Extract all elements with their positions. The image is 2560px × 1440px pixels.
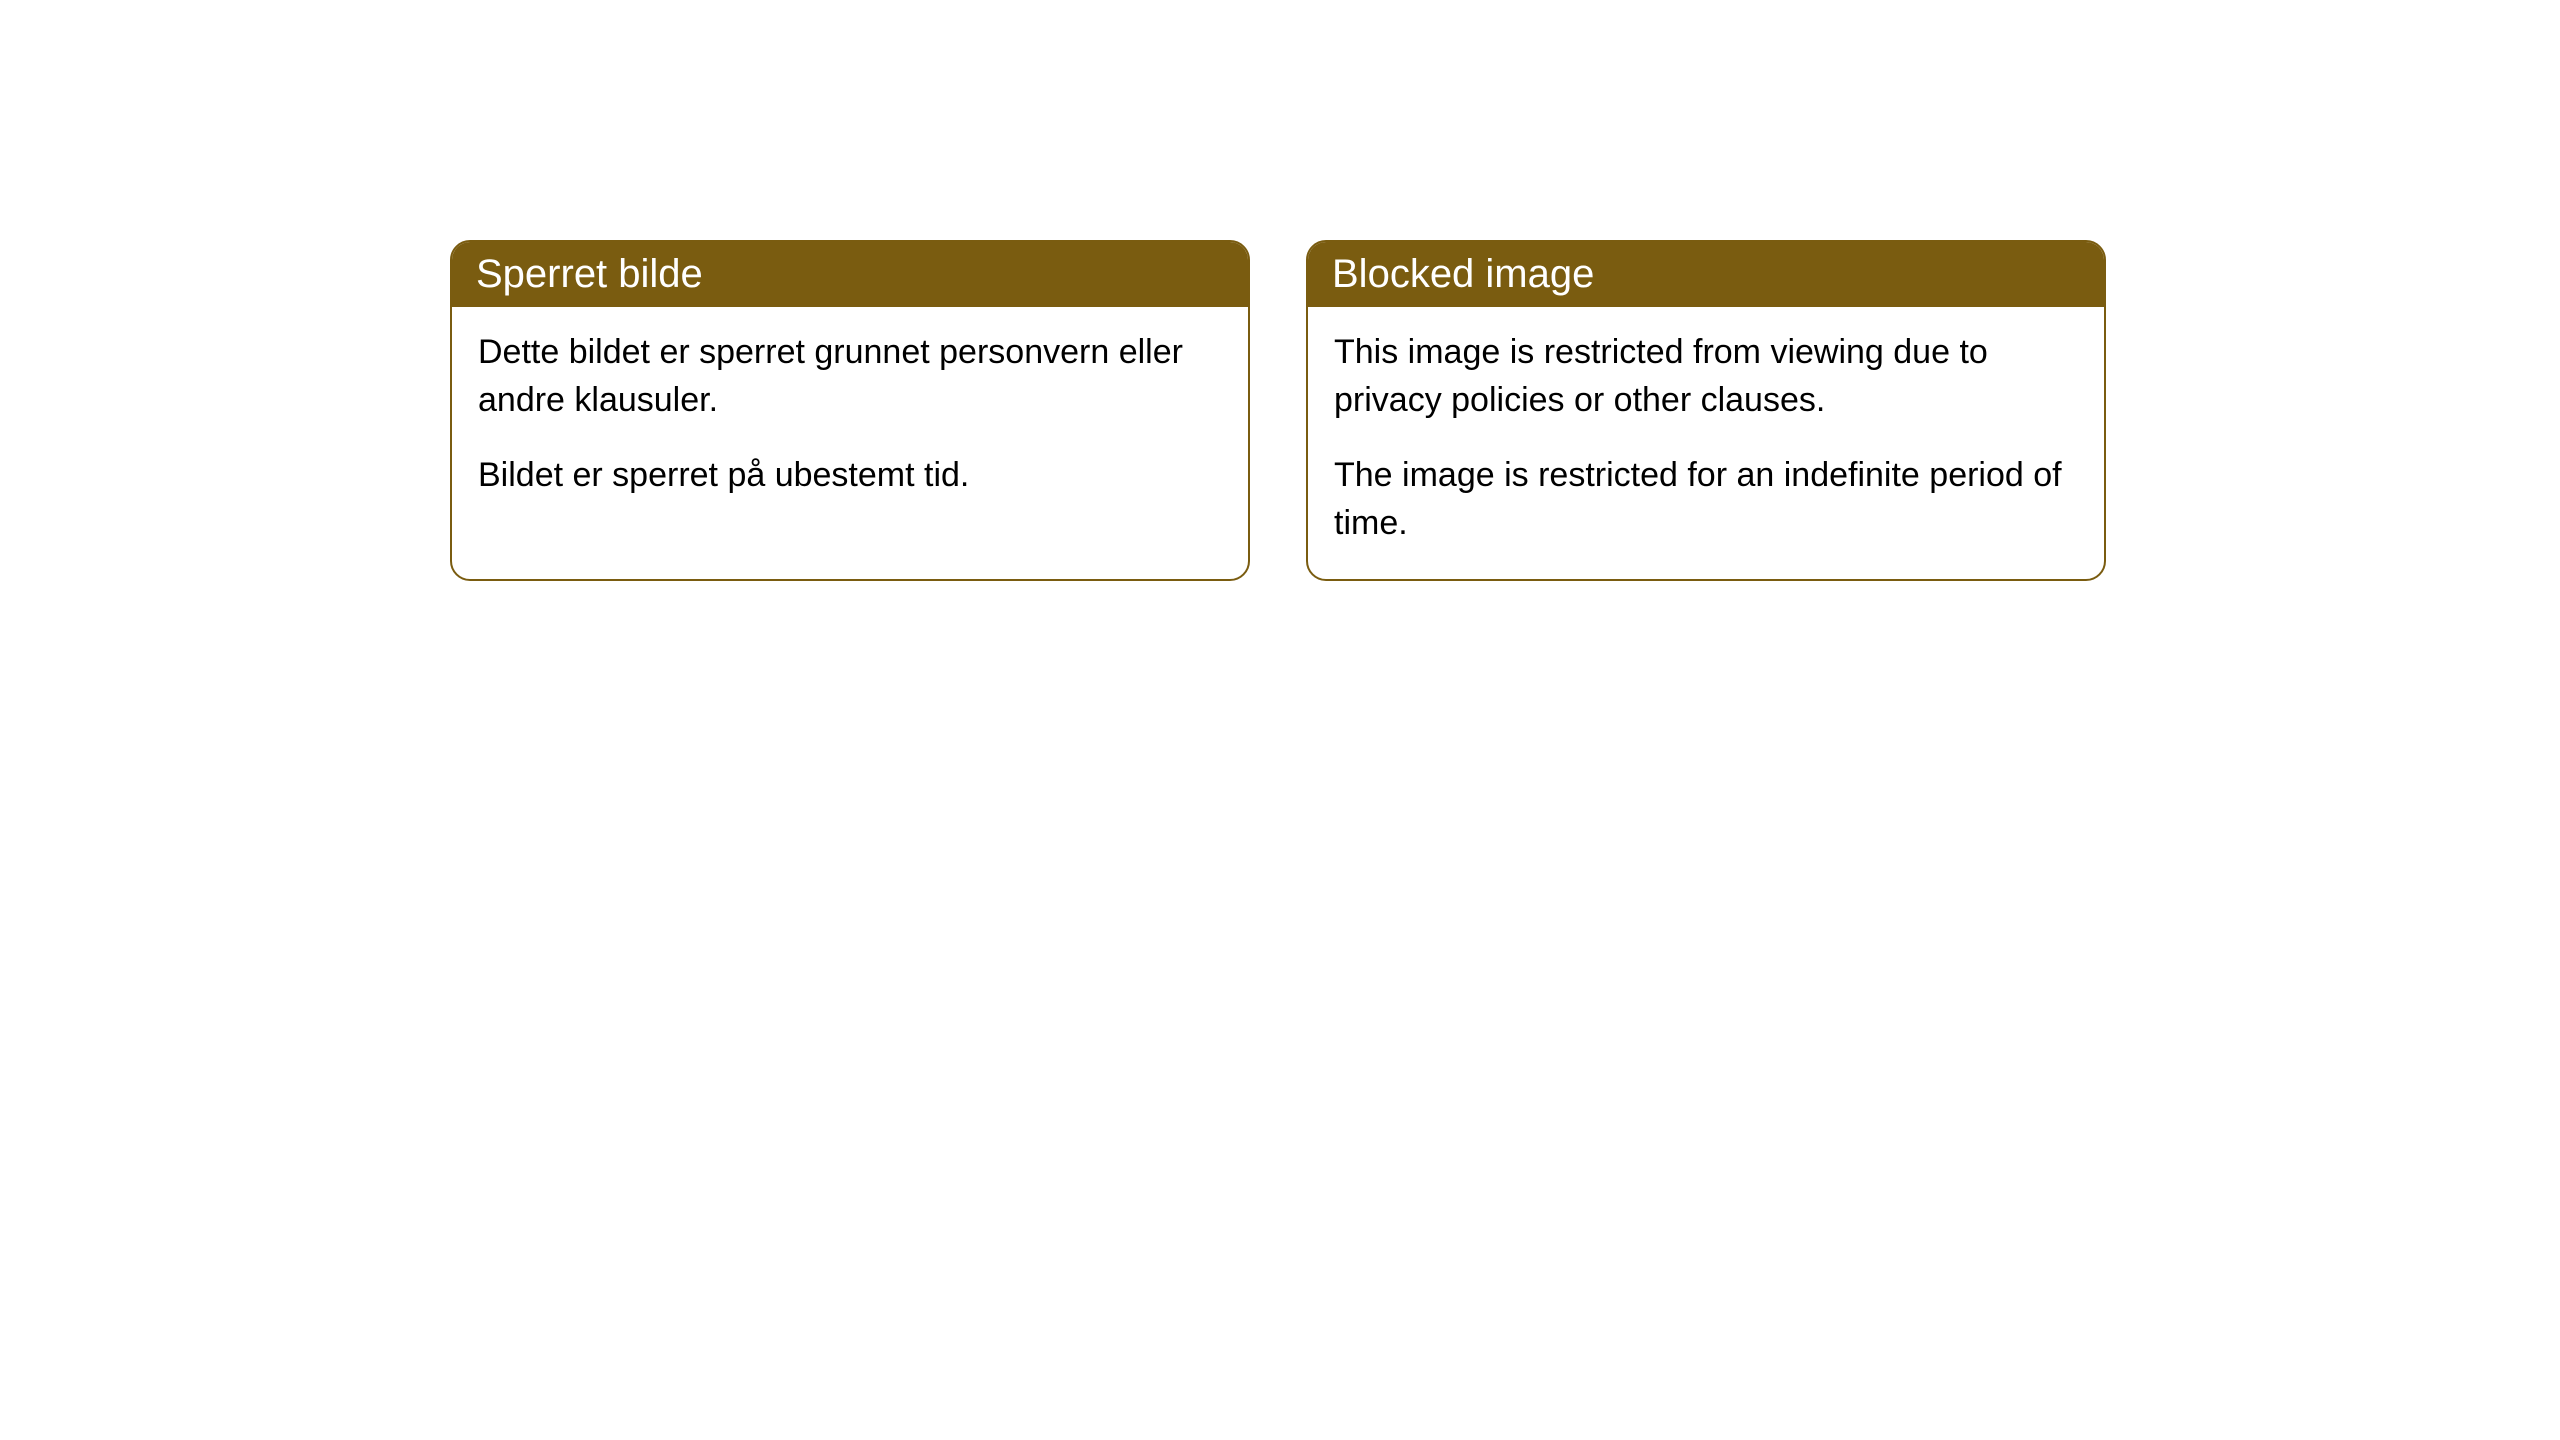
card-body-norwegian: Dette bildet er sperret grunnet personve… [452, 307, 1248, 532]
card-body-english: This image is restricted from viewing du… [1308, 307, 2104, 579]
card-norwegian: Sperret bilde Dette bildet er sperret gr… [450, 240, 1250, 581]
card-paragraph-1-english: This image is restricted from viewing du… [1334, 329, 2078, 424]
card-english: Blocked image This image is restricted f… [1306, 240, 2106, 581]
cards-container: Sperret bilde Dette bildet er sperret gr… [450, 240, 2560, 581]
card-title-english: Blocked image [1332, 252, 1594, 296]
card-paragraph-2-english: The image is restricted for an indefinit… [1334, 452, 2078, 547]
card-header-norwegian: Sperret bilde [452, 242, 1248, 307]
card-paragraph-1-norwegian: Dette bildet er sperret grunnet personve… [478, 329, 1222, 424]
card-header-english: Blocked image [1308, 242, 2104, 307]
card-title-norwegian: Sperret bilde [476, 252, 703, 296]
card-paragraph-2-norwegian: Bildet er sperret på ubestemt tid. [478, 452, 1222, 500]
